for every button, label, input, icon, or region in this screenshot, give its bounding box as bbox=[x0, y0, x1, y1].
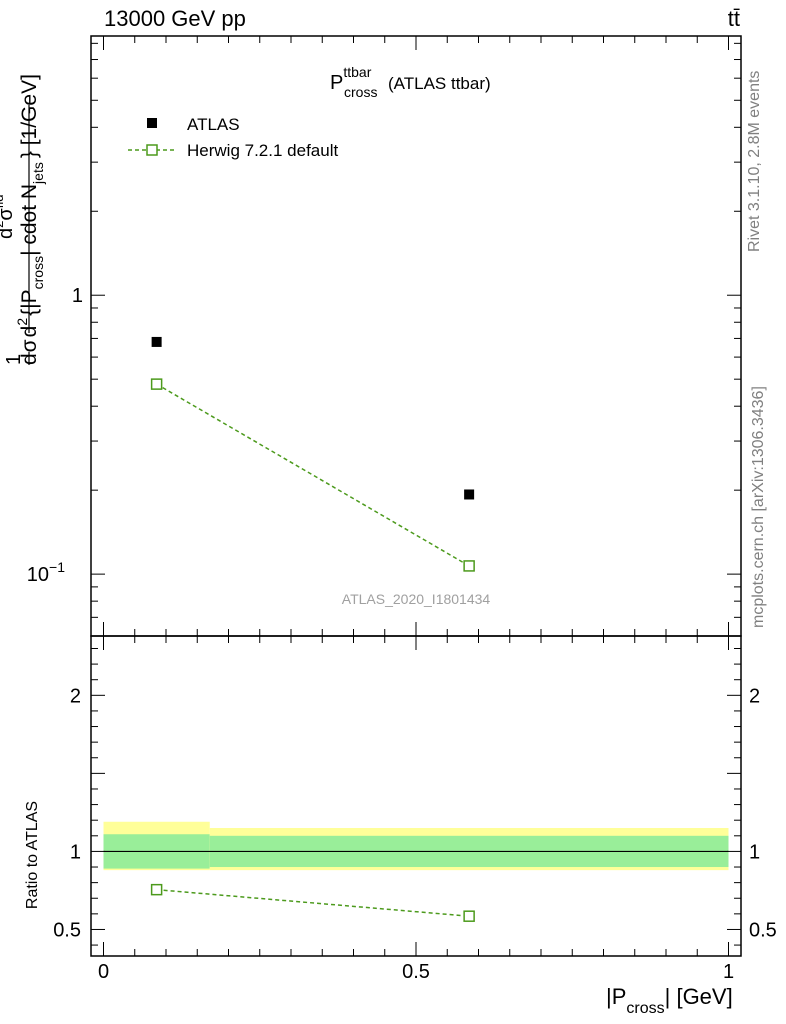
legend-herwig-label: Herwig 7.2.1 default bbox=[187, 141, 338, 160]
atlas-series bbox=[151, 336, 475, 500]
main-y-tick-label-exp: −1 bbox=[49, 559, 65, 575]
herwig-point bbox=[463, 560, 475, 572]
energy-label: 13000 GeV pp bbox=[104, 6, 246, 31]
ylabel-squared: 2 bbox=[14, 318, 30, 326]
ratio-plot-panel: 0.5 0.51 12 2 0 0.5 1 Ratio to ATLAS |Pcross|… bbox=[24, 635, 777, 1017]
ylabel-num-fid: fid bbox=[0, 195, 6, 209]
herwig-point bbox=[150, 378, 163, 390]
herwig-line bbox=[156, 383, 470, 567]
legend-atlas-label: ATLAS bbox=[187, 115, 240, 134]
ylabel-dsigma-num: d2σfid bbox=[0, 195, 17, 239]
ratio-x-tick-label: 0 bbox=[98, 961, 109, 983]
title-suffix: (ATLAS ttbar) bbox=[388, 74, 491, 93]
ylabel-fraction-num: 1 bbox=[3, 354, 25, 365]
ratio-plot-frame bbox=[90, 635, 742, 957]
ratio-axis-ticks bbox=[91, 636, 741, 956]
ratio-y-tick-label-right: 1 bbox=[749, 841, 760, 863]
ylabel-jets-sub: jets bbox=[30, 162, 46, 185]
atlas-point bbox=[151, 336, 162, 347]
x-axis-label: |Pcross| [GeV] bbox=[606, 984, 733, 1017]
main-y-tick-label: 1 bbox=[72, 285, 83, 307]
ratio-herwig-point bbox=[463, 910, 475, 922]
ratio-x-tick-label: 0.5 bbox=[402, 961, 430, 983]
xlabel-pre: |P bbox=[606, 984, 626, 1009]
legend-atlas-marker bbox=[147, 118, 157, 128]
title-subscript: cross bbox=[344, 84, 377, 100]
ylabel-num-squared: 2 bbox=[0, 221, 6, 228]
atlas-point bbox=[464, 489, 475, 500]
legend-herwig-marker bbox=[146, 144, 158, 156]
analysis-id-watermark: ATLAS_2020_I1801434 bbox=[342, 591, 491, 607]
ratio-x-tick-label: 1 bbox=[723, 961, 734, 983]
main-y-tick-label-base: 10 bbox=[27, 564, 49, 586]
legend: ATLAS Herwig 7.2.1 default bbox=[128, 115, 338, 160]
plot-title: Pttbar cross (ATLAS ttbar) bbox=[330, 64, 491, 100]
ylabel-sigma-frac: σ bbox=[18, 339, 41, 352]
ylabel-num-d: d bbox=[0, 228, 17, 239]
title-p: P bbox=[330, 72, 343, 94]
ylabel-num-sigma: σ bbox=[0, 208, 17, 221]
ratio-uncertainty-bands bbox=[103, 821, 729, 871]
ratio-y-tick-label-left: 2 bbox=[70, 685, 81, 707]
ratio-herwig-series bbox=[150, 883, 475, 922]
ylabel-cross-sub: cross bbox=[30, 256, 46, 289]
main-axis-ticks bbox=[91, 36, 741, 637]
ratio-y-tick-label-left: 1 bbox=[70, 841, 81, 863]
rivet-version-label: Rivet 3.1.10, 2.8M events bbox=[746, 71, 763, 252]
svg-text:dσd2{|Pcross| cdot Njets} [1/G: dσd2{|Pcross| cdot Njets} [1/GeV] bbox=[14, 74, 46, 365]
main-y-tick-label: 10−1 bbox=[27, 559, 65, 586]
main-y-tick-labels: 1 10−1 bbox=[27, 285, 83, 586]
title-superscript: ttbar bbox=[343, 64, 371, 80]
mcplots-label: mcplots.cern.ch [arXiv:1306.3436] bbox=[750, 386, 767, 628]
ratio-y-tick-label-left: 0.5 bbox=[53, 919, 81, 941]
herwig-series bbox=[150, 378, 475, 572]
xlabel-sub: cross bbox=[626, 1000, 664, 1017]
ratio-x-tick-labels: 0 0.5 1 bbox=[98, 961, 734, 983]
main-y-axis-label: dσd2{|Pcross| cdot Njets} [1/GeV] 1 d2σf… bbox=[0, 74, 46, 365]
ratio-herwig-point bbox=[150, 883, 163, 896]
process-label: tt̄ bbox=[728, 6, 740, 31]
ratio-y-tick-label-right: 2 bbox=[749, 685, 760, 707]
main-plot-panel: 1 10−1 Pttbar cross (ATLAS ttbar) ATLAS Her… bbox=[0, 35, 742, 637]
xlabel-post: | [GeV] bbox=[665, 984, 733, 1009]
ratio-y-tick-labels: 0.5 0.5 1 1 2 2 bbox=[53, 685, 777, 941]
ratio-y-axis-label: Ratio to ATLAS bbox=[24, 801, 41, 909]
ratio-herwig-line bbox=[156, 888, 470, 917]
ratio-y-tick-label-right: 0.5 bbox=[749, 919, 777, 941]
